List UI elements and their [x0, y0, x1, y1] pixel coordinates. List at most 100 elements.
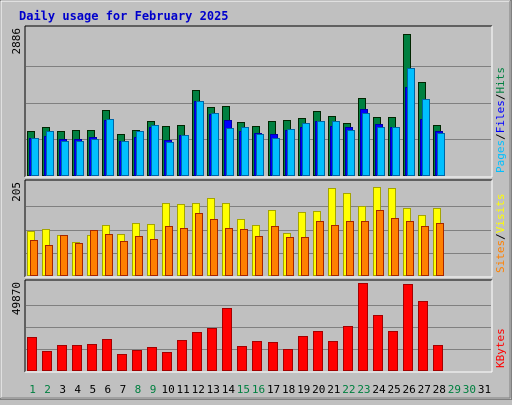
x-tick-label: 27	[418, 383, 431, 396]
x-tick-label: 15	[237, 383, 250, 396]
bar-pages-day-20	[317, 121, 325, 176]
legend-entry: /	[494, 94, 507, 101]
panel-bottom: 49870 KBytes	[10, 279, 507, 373]
side-legend: Sites/Visits	[494, 194, 507, 274]
bar-pages-day-24	[377, 127, 385, 176]
x-tick-label: 1	[29, 383, 36, 396]
legend-entry: Pages	[494, 140, 507, 173]
bar-kbytes-day-21	[328, 341, 338, 371]
bar-sites-day-5	[90, 230, 98, 276]
bar-kbytes-day-15	[237, 346, 247, 371]
bar-pages-day-21	[332, 121, 340, 176]
x-tick-label: 4	[74, 383, 81, 396]
x-tick-label: 14	[222, 383, 236, 396]
bar-sites-day-9	[150, 239, 158, 276]
y-max-label: 49870	[10, 282, 23, 315]
bar-sites-day-7	[120, 241, 128, 276]
bar-pages-day-27	[422, 99, 430, 176]
bar-sites-day-26	[406, 221, 414, 276]
x-tick-label: 7	[120, 383, 127, 396]
chart-panels: 2886Pages/Files/Hits205Sites/Visits49870…	[10, 25, 507, 373]
bar-kbytes-day-26	[403, 284, 413, 371]
bar-kbytes-day-23	[358, 283, 368, 371]
bar-sites-day-1	[30, 240, 38, 276]
x-tick-label: 3	[59, 383, 66, 396]
legend-entry: /	[494, 233, 507, 240]
bar-pages-day-13	[211, 113, 219, 176]
bar-sites-day-28	[436, 223, 444, 276]
bar-sites-day-24	[376, 210, 384, 276]
side-legend: KBytes	[494, 328, 507, 368]
x-tick-labels: 1 2 3 4 5 6 7 8 9 10 11 12 13 14 15 16 17 18 19 20 21 22 23 24 2…	[29, 383, 491, 396]
y-max-label: 205	[10, 182, 23, 202]
bar-sites-day-23	[361, 221, 369, 276]
legend-entry: KBytes	[494, 328, 507, 368]
bar-pages-day-5	[91, 139, 99, 176]
bar-sites-day-10	[165, 226, 173, 276]
bar-kbytes-day-24	[373, 315, 383, 371]
bar-kbytes-day-13	[207, 328, 217, 371]
bar-kbytes-day-7	[117, 354, 127, 371]
bar-sites-day-13	[210, 219, 218, 276]
legend-entry: Sites	[494, 240, 507, 273]
bar-sites-day-22	[346, 221, 354, 276]
x-tick-label: 28	[433, 383, 446, 396]
bar-kbytes-day-4	[72, 345, 82, 371]
legend-entry: Visits	[494, 194, 507, 234]
bars-bottom	[27, 283, 443, 371]
x-tick-label: 5	[89, 383, 96, 396]
x-tick-label: 26	[403, 383, 416, 396]
bar-kbytes-day-14	[222, 308, 232, 371]
bar-sites-day-27	[421, 226, 429, 276]
x-tick-label: 16	[252, 383, 265, 396]
x-tick-label: 17	[267, 383, 280, 396]
bar-kbytes-day-11	[177, 340, 187, 371]
bar-kbytes-day-1	[27, 337, 37, 371]
x-tick-label: 24	[372, 383, 386, 396]
bar-kbytes-day-2	[42, 351, 52, 371]
bar-pages-day-28	[437, 133, 445, 176]
bar-kbytes-day-6	[102, 339, 112, 371]
bar-kbytes-day-9	[147, 347, 157, 371]
x-tick-label: 29	[448, 383, 461, 396]
bar-sites-day-21	[331, 225, 339, 276]
x-tick-label: 11	[177, 383, 190, 396]
bar-sites-day-2	[45, 245, 53, 276]
x-tick-label: 9	[150, 383, 157, 396]
bar-pages-day-9	[151, 125, 159, 176]
bar-sites-day-17	[271, 226, 279, 276]
bar-sites-day-6	[105, 234, 113, 276]
legend-entry: Files	[494, 100, 507, 133]
bar-kbytes-day-8	[132, 350, 142, 371]
bar-pages-day-2	[46, 131, 54, 176]
bar-kbytes-day-20	[313, 331, 323, 371]
bars-top	[27, 34, 445, 176]
bar-pages-day-18	[287, 129, 295, 176]
x-tick-label: 21	[327, 383, 340, 396]
x-tick-label: 6	[105, 383, 112, 396]
bar-pages-day-23	[362, 113, 370, 176]
bar-pages-day-12	[196, 101, 204, 176]
x-tick-label: 22	[342, 383, 355, 396]
bar-sites-day-4	[75, 243, 83, 276]
x-tick-label: 19	[297, 383, 310, 396]
legend-entry: Hits	[494, 67, 507, 94]
bar-pages-day-8	[136, 131, 144, 176]
bar-sites-day-8	[135, 236, 143, 276]
y-max-label: 2886	[10, 28, 23, 55]
x-tick-label: 8	[135, 383, 142, 396]
x-tick-label: 31	[478, 383, 491, 396]
bar-sites-day-12	[195, 213, 203, 276]
bar-pages-day-6	[106, 119, 114, 176]
legend-entry: /	[494, 133, 507, 140]
bar-kbytes-day-17	[268, 342, 278, 371]
bar-pages-day-14	[226, 128, 234, 176]
bar-pages-day-16	[256, 134, 264, 176]
bar-sites-day-3	[60, 235, 68, 276]
x-tick-label: 13	[207, 383, 220, 396]
bar-sites-day-25	[391, 218, 399, 276]
bar-pages-day-25	[392, 127, 400, 176]
x-tick-label: 12	[192, 383, 205, 396]
